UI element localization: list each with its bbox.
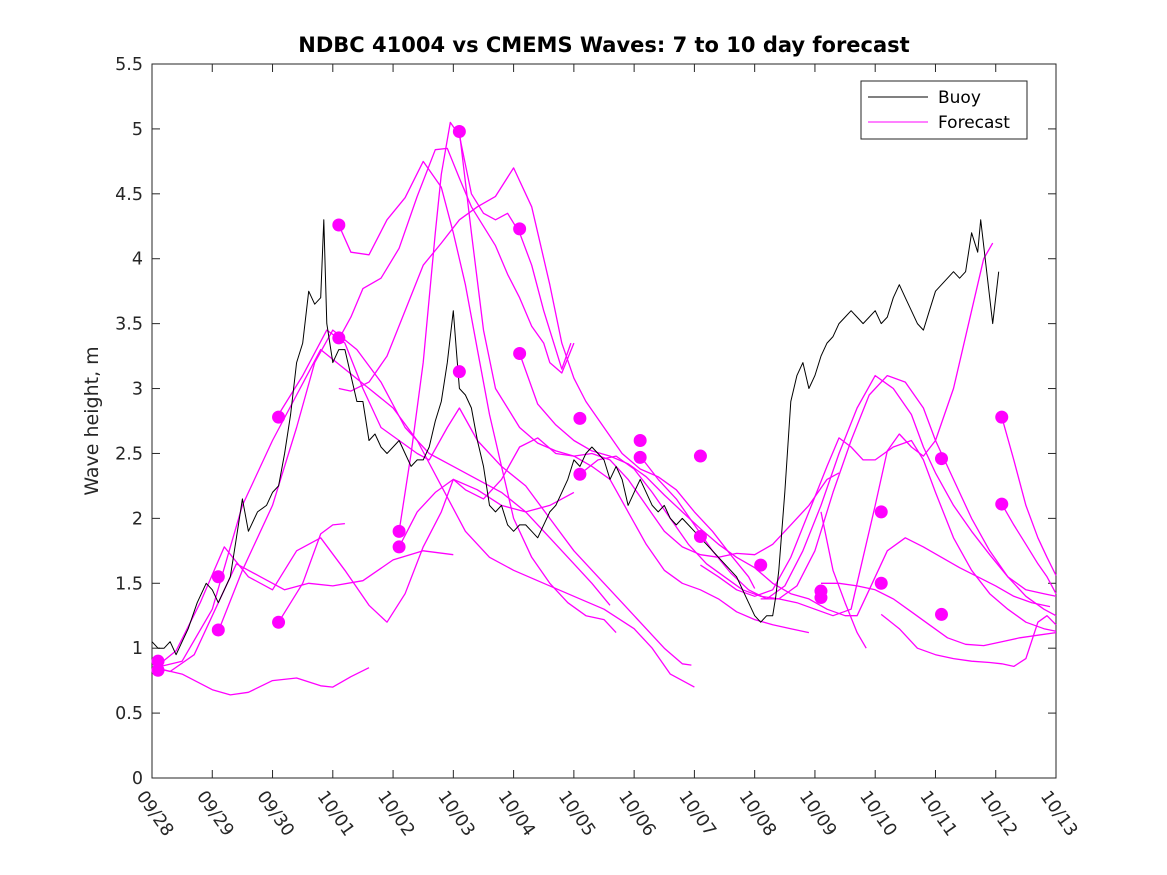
- forecast-marker: [934, 452, 948, 466]
- forecast-marker: [573, 467, 587, 481]
- y-tick-label: 1.5: [115, 574, 143, 594]
- y-tick-label: 1: [132, 639, 143, 659]
- forecast-marker: [633, 450, 647, 464]
- y-tick-label: 4: [132, 250, 143, 270]
- forecast-line: [338, 167, 756, 589]
- buoy-line: [151, 219, 1000, 656]
- forecast-marker: [513, 222, 527, 236]
- forecast-line: [154, 348, 695, 688]
- y-tick-label: 4.5: [115, 185, 143, 205]
- forecast-line: [154, 550, 454, 673]
- forecast-line: [821, 582, 1057, 647]
- forecast-marker: [754, 558, 768, 572]
- forecast-marker: [633, 433, 647, 447]
- y-tick-label: 2.5: [115, 444, 143, 464]
- forecast-marker: [392, 524, 406, 538]
- forecast-marker: [693, 449, 707, 463]
- y-tick-label: 0.5: [115, 704, 143, 724]
- y-tick-label: 5: [132, 120, 143, 140]
- forecast-marker: [874, 505, 888, 519]
- forecast-marker: [573, 411, 587, 425]
- forecast-line: [278, 329, 692, 666]
- legend-box: [860, 80, 1028, 140]
- y-tick-label: 3.5: [115, 315, 143, 335]
- forecast-marker: [332, 218, 346, 232]
- legend-forecast-label: Forecast: [938, 113, 1010, 133]
- forecast-line: [154, 667, 370, 696]
- forecast-marker: [211, 623, 225, 637]
- forecast-line: [820, 511, 867, 649]
- legend: Buoy Forecast: [860, 80, 1028, 140]
- forecast-marker: [995, 497, 1009, 511]
- forecast-line: [458, 131, 840, 558]
- forecast-line: [338, 160, 617, 634]
- forecast-marker: [151, 654, 165, 668]
- chart-title: NDBC 41004 vs CMEMS Waves: 7 to 10 day f…: [298, 33, 909, 57]
- forecast-line: [278, 522, 345, 623]
- forecast-line: [398, 437, 810, 634]
- forecast-line: [760, 242, 994, 617]
- y-axis-label: Wave height, m: [81, 346, 103, 495]
- forecast-line: [880, 613, 1057, 668]
- forecast-marker: [272, 615, 286, 629]
- forecast-marker: [392, 540, 406, 554]
- forecast-line: [1001, 503, 1057, 595]
- forecast-marker: [874, 576, 888, 590]
- y-tick-label: 3: [132, 380, 143, 400]
- forecast-line: [338, 147, 575, 374]
- forecast-marker: [513, 346, 527, 360]
- forecast-marker: [995, 410, 1009, 424]
- y-tick-label: 2: [132, 509, 143, 529]
- forecast-line: [518, 353, 1051, 617]
- forecast-line: [1001, 416, 1057, 576]
- forecast-line: [217, 329, 611, 632]
- y-tick-label: 0: [132, 769, 143, 789]
- forecast-marker: [452, 125, 466, 139]
- legend-buoy-label: Buoy: [938, 88, 981, 108]
- forecast-marker: [814, 591, 828, 605]
- plot-area: [151, 63, 1057, 779]
- forecast-marker: [211, 570, 225, 584]
- forecast-marker: [934, 607, 948, 621]
- forecast-line: [579, 374, 1057, 617]
- forecast-line: [398, 121, 572, 532]
- forecast-line: [700, 437, 1057, 632]
- series-layer: [151, 121, 1057, 696]
- forecast-marker: [272, 410, 286, 424]
- y-axis: 0 0.5 1 1.5 2 2.5 3 3.5 4 4.5 5 5.5: [115, 55, 1056, 789]
- y-tick-label: 5.5: [115, 55, 143, 75]
- forecast-marker: [151, 663, 165, 677]
- forecast-marker: [452, 365, 466, 379]
- forecast-marker: [693, 530, 707, 544]
- forecast-marker: [332, 331, 346, 345]
